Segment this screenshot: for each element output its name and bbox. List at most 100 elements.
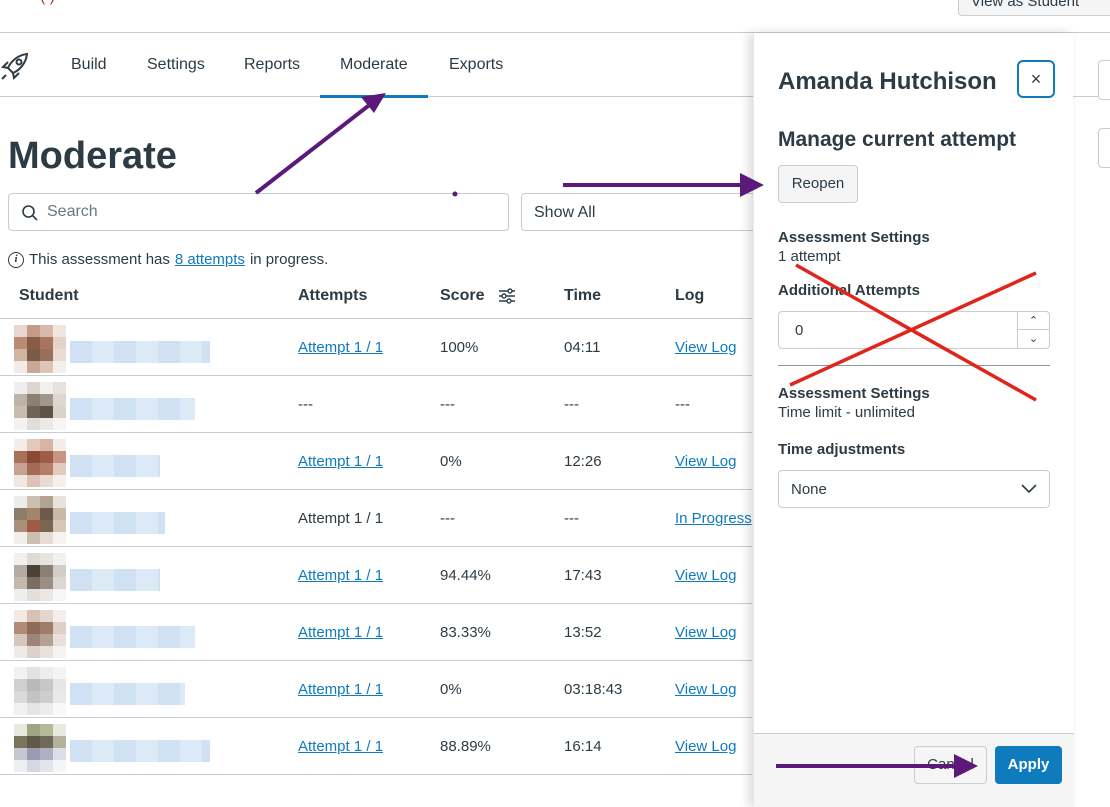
attempts-info: i This assessment has 8 attempts in prog…: [8, 251, 328, 268]
table-row: Attempt 1 / 1 0% 03:18:43 View Log: [0, 661, 752, 718]
score-cell: 0%: [440, 453, 462, 470]
log-cell[interactable]: View Log: [675, 624, 737, 641]
settings-attempts-value: 1 attempt: [778, 248, 841, 265]
right-edge-button[interactable]: [1098, 128, 1110, 168]
avatar: [14, 496, 66, 544]
view-as-student-button[interactable]: View as Student: [958, 0, 1110, 16]
row-divider: [0, 546, 752, 547]
student-name-redacted[interactable]: [70, 569, 160, 591]
attempt-cell[interactable]: Attempt 1 / 1: [298, 624, 384, 641]
additional-attempts-input[interactable]: 0 ⌃ ⌄: [778, 311, 1050, 349]
student-name-redacted[interactable]: [70, 455, 160, 477]
score-cell: 88.89%: [440, 738, 491, 755]
avatar: [14, 325, 66, 373]
top-red-text: ( ): [40, 0, 55, 6]
log-cell[interactable]: View Log: [675, 453, 737, 470]
log-cell[interactable]: View Log: [675, 681, 737, 698]
attempt-cell[interactable]: Attempt 1 / 1: [298, 738, 384, 755]
attempt-cell[interactable]: Attempt 1 / 1: [298, 339, 384, 356]
attempts-link[interactable]: 8 attempts: [174, 251, 245, 268]
column-log: Log: [675, 287, 705, 304]
log-cell[interactable]: In Progress: [675, 510, 752, 527]
tab-moderate[interactable]: Moderate: [320, 33, 428, 98]
search-box[interactable]: [8, 193, 509, 231]
table-row: --- --- --- ---: [0, 376, 752, 433]
attempt-cell[interactable]: Attempt 1 / 1: [298, 681, 384, 698]
info-icon: i: [8, 251, 24, 268]
panel-footer: Cancel Apply: [754, 733, 1074, 807]
cancel-button[interactable]: Cancel: [914, 746, 987, 784]
settings-attempts-label: Assessment Settings: [778, 229, 930, 246]
tab-settings[interactable]: Settings: [147, 56, 205, 73]
student-name-redacted[interactable]: [70, 626, 195, 648]
log-cell: ---: [675, 396, 690, 413]
column-student: Student: [19, 287, 79, 304]
filter-select[interactable]: Show All: [521, 193, 781, 231]
table-row: Attempt 1 / 1 83.33% 13:52 View Log: [0, 604, 752, 661]
table-row: Attempt 1 / 1 88.89% 16:14 View Log: [0, 718, 752, 775]
avatar: [14, 610, 66, 658]
avatar: [14, 439, 66, 487]
settings-time-value: Time limit - unlimited: [778, 404, 915, 421]
log-cell[interactable]: View Log: [675, 567, 737, 584]
score-cell: ---: [440, 396, 455, 413]
student-name-redacted[interactable]: [70, 398, 195, 420]
info-prefix: This assessment has: [29, 251, 170, 268]
score-cell: 94.44%: [440, 567, 491, 584]
annotation-arrow-icon: [254, 93, 386, 195]
student-name-redacted[interactable]: [70, 341, 210, 363]
time-cell: 17:43: [564, 567, 602, 584]
student-name-redacted[interactable]: [70, 512, 165, 534]
time-cell: 13:52: [564, 624, 602, 641]
log-cell[interactable]: View Log: [675, 339, 737, 356]
chevron-down-icon[interactable]: ⌄: [1028, 333, 1039, 345]
attempt-panel: Amanda Hutchison × Manage current attemp…: [753, 33, 1074, 807]
score-cell: ---: [440, 510, 455, 527]
row-divider: [0, 717, 752, 718]
right-edge-button[interactable]: [1098, 60, 1110, 100]
reopen-button[interactable]: Reopen: [778, 165, 858, 203]
row-divider: [0, 660, 752, 661]
log-cell[interactable]: View Log: [675, 738, 737, 755]
row-divider: [0, 489, 752, 490]
row-divider: [0, 375, 752, 376]
top-nav: Build Settings Reports Moderate Exports: [0, 33, 1110, 98]
tab-reports[interactable]: Reports: [244, 56, 301, 73]
student-name-redacted[interactable]: [70, 740, 210, 762]
time-adjustments-select[interactable]: None: [778, 470, 1050, 508]
attempt-cell[interactable]: Attempt 1 / 1: [298, 453, 384, 470]
top-strip: ( ) View as Student: [0, 0, 1110, 33]
time-cell: 04:11: [564, 339, 601, 356]
avatar: [14, 667, 66, 715]
quantity-stepper[interactable]: ⌃ ⌄: [1017, 312, 1049, 348]
apply-button[interactable]: Apply: [995, 746, 1062, 784]
chevron-up-icon[interactable]: ⌃: [1018, 312, 1049, 330]
panel-subtitle: Manage current attempt: [778, 128, 1017, 151]
column-score[interactable]: Score: [440, 287, 516, 305]
attempt-cell[interactable]: Attempt 1 / 1: [298, 567, 384, 584]
filter-sliders-icon[interactable]: [498, 288, 516, 304]
avatar: [14, 553, 66, 601]
additional-attempts-label: Additional Attempts: [778, 282, 920, 299]
avatar: [14, 382, 66, 430]
avatar: [14, 724, 66, 772]
time-cell: ---: [564, 396, 579, 413]
page-title: Moderate: [8, 135, 177, 177]
additional-attempts-value: 0: [795, 322, 804, 339]
time-cell: 16:14: [564, 738, 602, 755]
table-row: Attempt 1 / 1 100% 04:11 View Log: [0, 319, 752, 376]
tab-exports[interactable]: Exports: [449, 56, 504, 73]
settings-time-label: Assessment Settings: [778, 385, 930, 402]
row-divider: [0, 774, 752, 775]
search-input[interactable]: [47, 200, 487, 224]
score-cell: 83.33%: [440, 624, 491, 641]
column-score-label: Score: [440, 287, 485, 304]
tab-build[interactable]: Build: [71, 56, 107, 73]
close-button[interactable]: ×: [1017, 60, 1055, 98]
table-row: Attempt 1 / 1 0% 12:26 View Log: [0, 433, 752, 490]
table-row: Attempt 1 / 1 --- --- In Progress: [0, 490, 752, 547]
info-suffix: in progress.: [249, 251, 329, 268]
student-name-redacted[interactable]: [70, 683, 185, 705]
time-cell: 03:18:43: [564, 681, 623, 698]
row-divider: [0, 603, 752, 604]
